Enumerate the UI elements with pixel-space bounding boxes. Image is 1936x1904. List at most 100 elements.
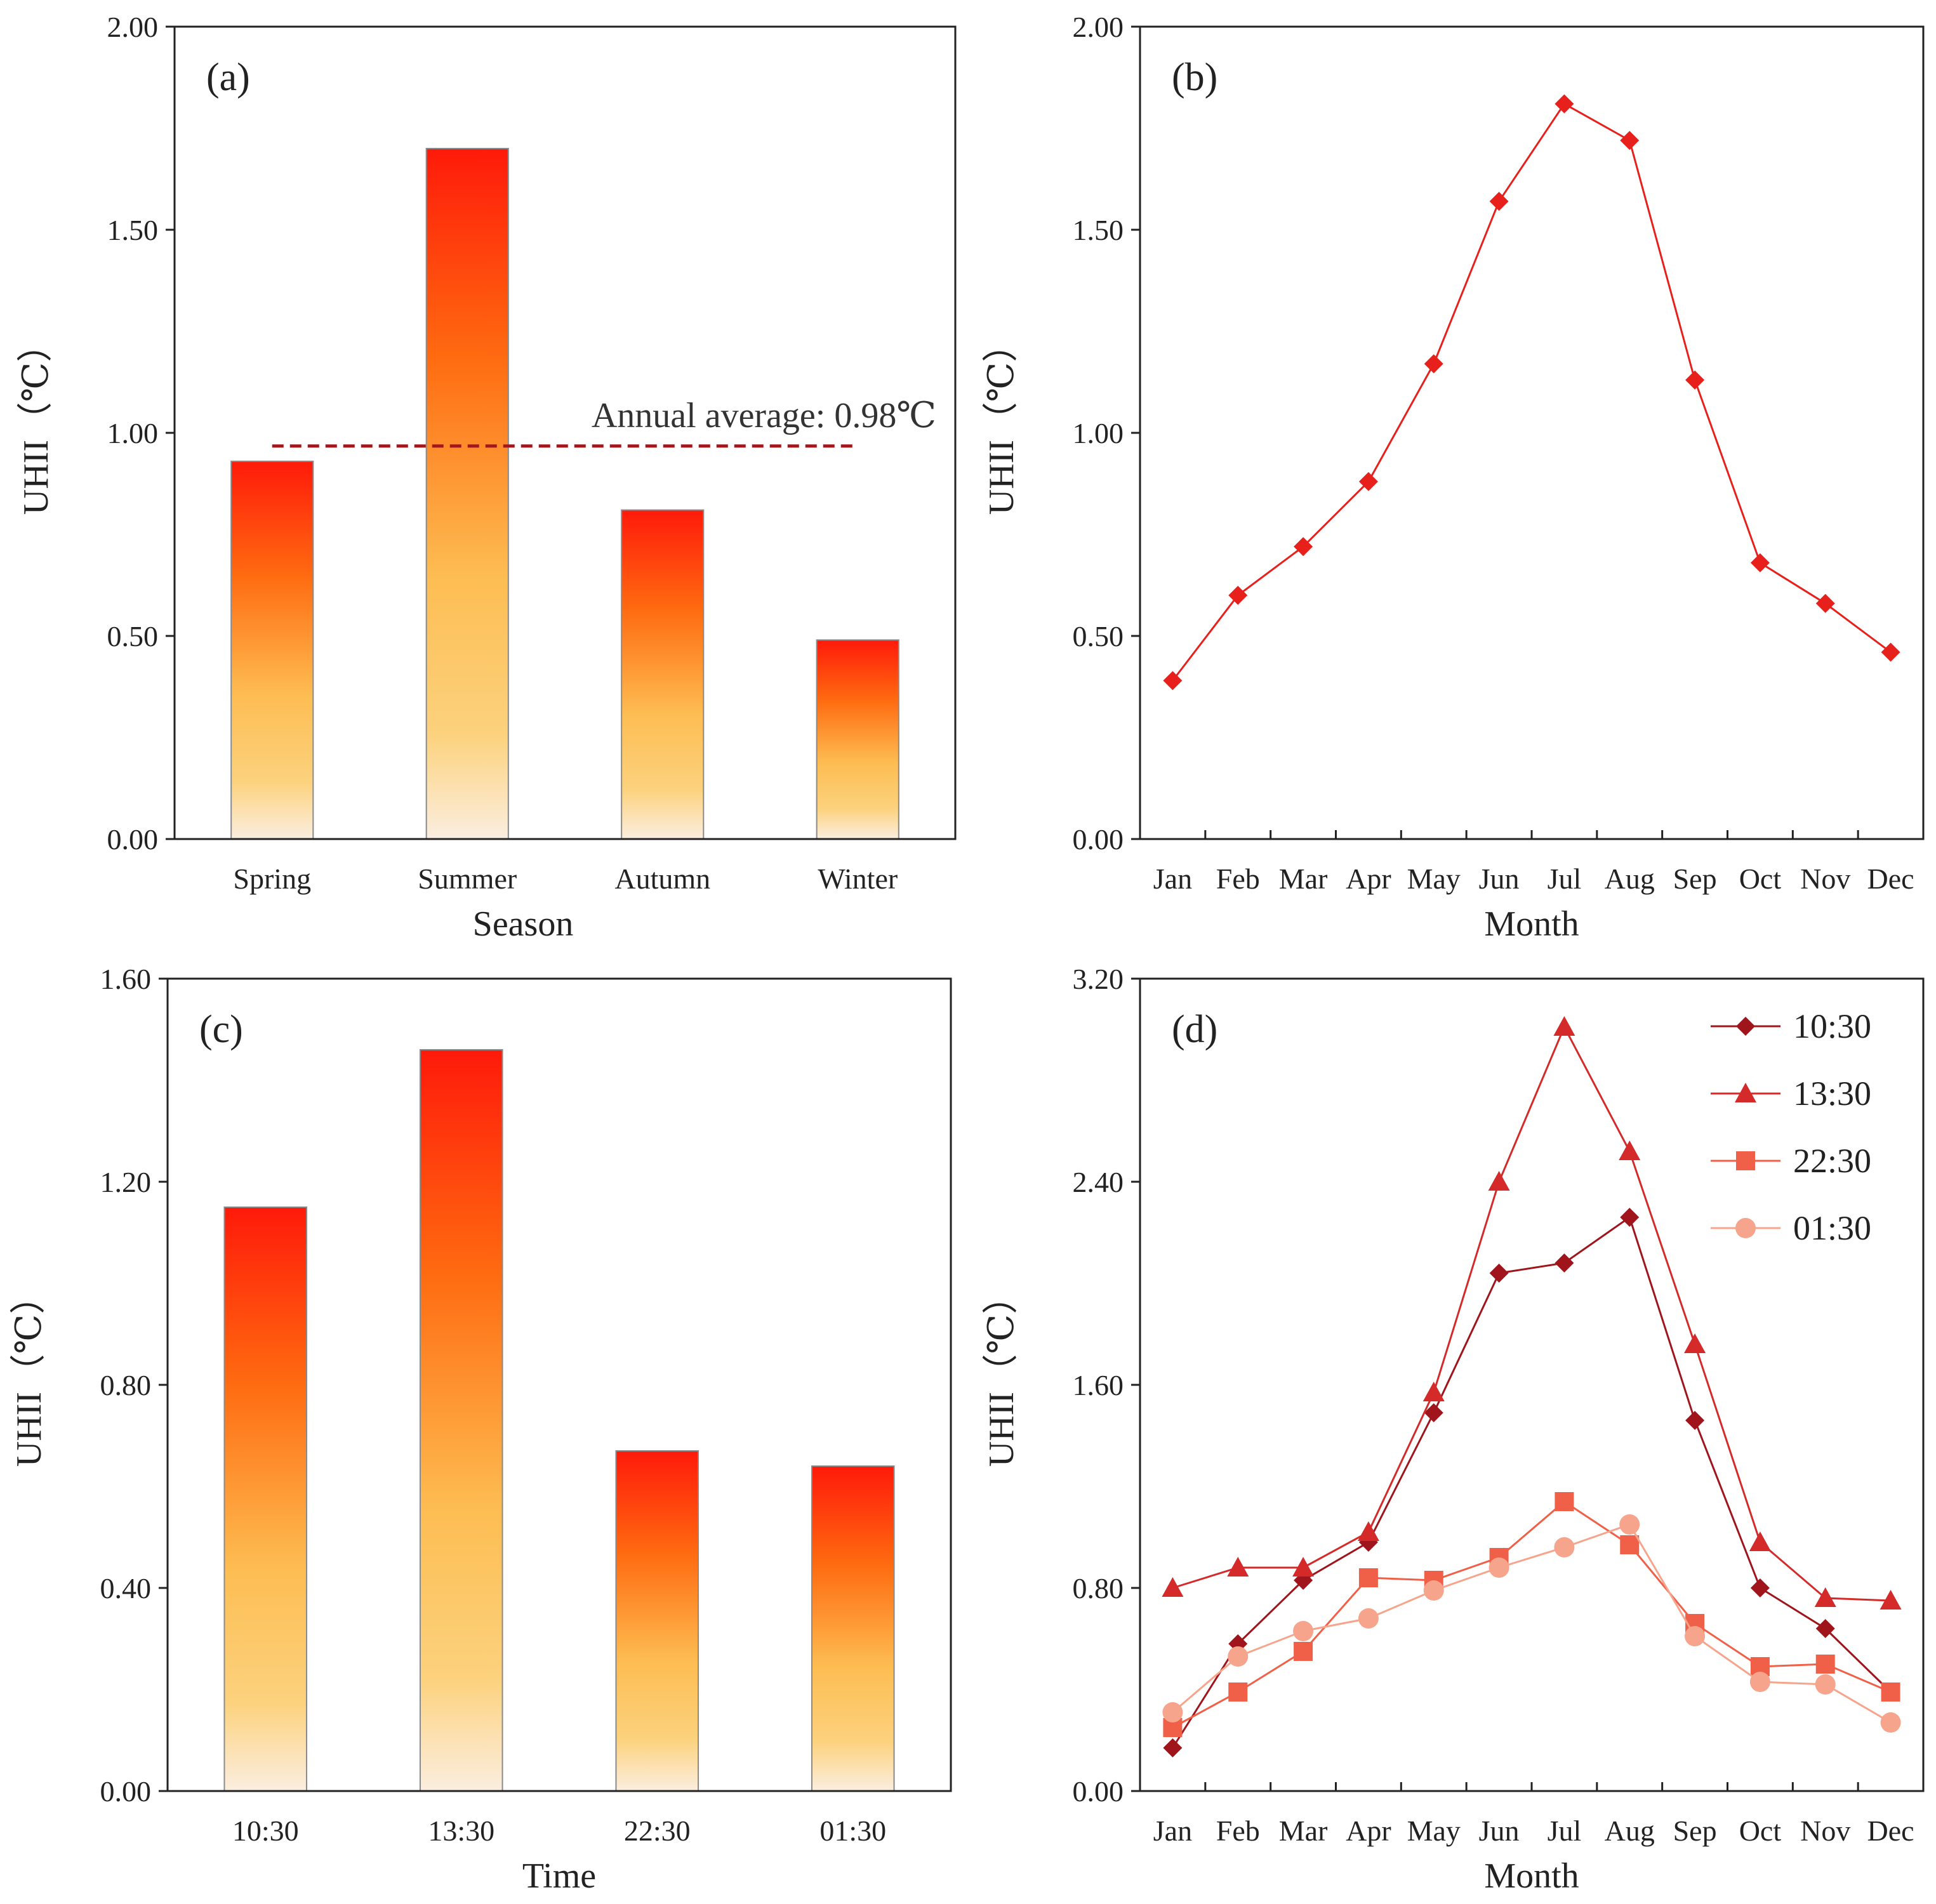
- series-point-1330: [1814, 1587, 1836, 1607]
- series-point-UHII: [1750, 553, 1770, 572]
- series-point-1030: [1685, 1411, 1705, 1430]
- y-tick-label: 1.00: [1073, 417, 1124, 449]
- x-tick-label: Jul: [1548, 1815, 1582, 1847]
- bar-2230: [615, 1450, 699, 1792]
- y-axis-title-unit: （℃）: [982, 1279, 1021, 1390]
- x-tick-label: Spring: [233, 863, 311, 895]
- y-tick-label: 0.80: [100, 1369, 152, 1401]
- y-tick-label: 0.00: [100, 1775, 152, 1808]
- bar-0130: [811, 1465, 895, 1792]
- series-point-2230: [1358, 1568, 1378, 1587]
- x-tick-label: May: [1407, 863, 1461, 895]
- series-point-1330: [1880, 1590, 1902, 1610]
- y-tick-label: 0.00: [107, 823, 159, 856]
- y-tick-label: 0.50: [1073, 620, 1124, 652]
- x-tick-label: May: [1407, 1815, 1461, 1847]
- bar-1330: [419, 1049, 503, 1792]
- series-point-UHII: [1555, 94, 1574, 114]
- y-axis-title-main: UHII: [982, 1392, 1021, 1467]
- x-tick-label: Mar: [1279, 863, 1328, 895]
- series-point-2230: [1228, 1683, 1248, 1702]
- x-tick-label: Aug: [1605, 863, 1655, 895]
- y-tick-label: 0.50: [107, 620, 159, 652]
- series-point-UHII: [1685, 370, 1705, 390]
- x-tick-label: Apr: [1346, 1815, 1391, 1847]
- x-tick-label: 01:30: [819, 1815, 886, 1847]
- series-point-UHII: [1424, 354, 1443, 374]
- series-point-0130: [1554, 1537, 1575, 1557]
- y-tick-label: 2.40: [1073, 1166, 1124, 1198]
- x-tick-label: Mar: [1279, 1815, 1328, 1847]
- x-tick-label: Summer: [418, 863, 517, 895]
- x-tick-label: 13:30: [428, 1815, 494, 1847]
- series-point-1330: [1619, 1140, 1641, 1160]
- series-point-0130: [1488, 1557, 1509, 1578]
- series-point-UHII: [1881, 642, 1900, 662]
- x-axis-title: Month: [1484, 904, 1579, 944]
- series-point-1330: [1749, 1531, 1771, 1551]
- y-axis-title: UHII（℃）: [10, 1279, 49, 1467]
- series-point-1330: [1162, 1577, 1184, 1597]
- x-tick-label: Feb: [1216, 863, 1260, 895]
- series-point-1330: [1292, 1557, 1315, 1577]
- annual-average-label: Annual average: 0.98℃: [592, 396, 936, 435]
- legend-label: 13:30: [1793, 1074, 1871, 1113]
- series-point-UHII: [1489, 192, 1509, 211]
- x-tick-label: Jun: [1479, 863, 1520, 895]
- series-point-1330: [1422, 1382, 1445, 1401]
- series-point-0130: [1293, 1621, 1314, 1641]
- y-axis-title-unit: （℃）: [17, 327, 56, 438]
- series-point-1030: [1424, 1403, 1443, 1422]
- y-tick-label: 0.00: [1073, 823, 1124, 856]
- y-tick-label: 0.80: [1073, 1572, 1124, 1604]
- y-axis-title-main: UHII: [17, 440, 56, 515]
- y-axis-title: UHII（℃）: [982, 1279, 1021, 1467]
- legend-swatch-marker: [1735, 1083, 1756, 1102]
- series-point-1030: [1815, 1619, 1835, 1638]
- y-tick-label: 0.40: [100, 1572, 152, 1604]
- y-tick-label: 3.20: [1073, 963, 1124, 995]
- series-point-1030: [1555, 1253, 1574, 1273]
- series-point-0130: [1423, 1580, 1444, 1601]
- x-axis-title: Month: [1484, 1856, 1579, 1896]
- series-point-UHII: [1294, 537, 1313, 557]
- x-tick-label: Sep: [1673, 1815, 1717, 1847]
- x-tick-label: Dec: [1867, 863, 1914, 895]
- series-point-0130: [1815, 1674, 1836, 1695]
- x-tick-label: Sep: [1673, 863, 1717, 895]
- legend: 10:30 13:30 22:30 01:30: [1711, 1007, 1871, 1247]
- x-tick-label: Dec: [1867, 1815, 1914, 1847]
- bar-summer: [425, 148, 509, 840]
- series-point-1330: [1684, 1333, 1706, 1353]
- series-point-1030: [1750, 1578, 1770, 1597]
- panel-tag: (d): [1172, 1008, 1217, 1051]
- panel-b-chart: 0.00 0.50 1.00 1.50 2.00 Jan Feb Mar Apr May Jun Ju…: [982, 11, 1925, 944]
- series-point-1330: [1553, 1016, 1575, 1036]
- bar-winter: [816, 639, 899, 840]
- x-tick-label: Oct: [1739, 1815, 1782, 1847]
- x-tick-label: 10:30: [232, 1815, 299, 1847]
- series-point-0130: [1162, 1702, 1183, 1722]
- series-point-UHII: [1358, 472, 1378, 491]
- x-tick-label: Jan: [1153, 1815, 1192, 1847]
- x-tick-label: Jun: [1479, 1815, 1520, 1847]
- legend-swatch-marker: [1735, 1218, 1756, 1238]
- series-point-1330: [1227, 1557, 1249, 1577]
- legend-label: 01:30: [1793, 1209, 1871, 1247]
- plot-frame: [1139, 25, 1925, 840]
- x-axis-title: Season: [473, 904, 574, 944]
- x-tick-label: Apr: [1346, 863, 1391, 895]
- y-axis-title-main: UHII: [10, 1392, 49, 1467]
- series-point-1330: [1488, 1171, 1510, 1191]
- series-point-2230: [1555, 1492, 1574, 1511]
- series-point-2230: [1815, 1655, 1835, 1674]
- panel-d-chart: 0.00 0.80 1.60 2.40 3.20 Jan Feb Mar Apr May Jun Ju…: [982, 963, 1925, 1896]
- series-point-1030: [1620, 1208, 1640, 1227]
- series-point-0130: [1685, 1626, 1706, 1646]
- panel-tag: (c): [199, 1008, 243, 1051]
- series-point-UHII: [1228, 586, 1248, 605]
- y-tick-label: 1.20: [100, 1166, 152, 1198]
- series-point-1030: [1163, 1738, 1183, 1757]
- series-line-UHII: [1172, 102, 1892, 682]
